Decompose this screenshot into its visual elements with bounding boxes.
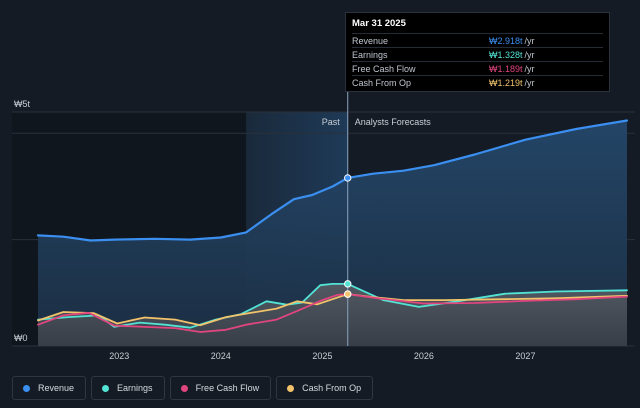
earnings-marker — [344, 280, 352, 288]
tooltip-value: ₩1.219t — [489, 77, 523, 88]
x-tick-label: 2026 — [414, 351, 434, 361]
tooltip-label: Cash From Op — [352, 77, 412, 88]
tooltip-unit: /yr — [524, 77, 535, 88]
revenue-area — [38, 120, 627, 346]
tooltip-value: ₩2.918t — [489, 35, 523, 46]
legend-label: Earnings — [117, 383, 153, 393]
tooltip-row-revenue: Revenue ₩2.918t/yr — [352, 33, 603, 47]
legend-free-cash-flow[interactable]: Free Cash Flow — [169, 376, 272, 400]
tooltip-date: Mar 31 2025 — [352, 18, 406, 29]
tooltip: Mar 31 2025 Revenue ₩2.918t/yr Earnings ₩1.… — [345, 12, 610, 92]
earnings-line — [37, 283, 628, 329]
x-tick-label: 2027 — [515, 351, 535, 361]
tooltip-value: ₩1.328t — [489, 49, 523, 60]
tooltip-unit: /yr — [524, 49, 535, 60]
tooltip-label: Earnings — [352, 49, 388, 60]
legend-label: Free Cash Flow — [195, 383, 260, 393]
legend-label: Cash From Op — [302, 383, 362, 393]
revenue-marker — [344, 174, 352, 182]
tooltip-label: Free Cash Flow — [352, 63, 416, 74]
tooltip-label: Revenue — [352, 35, 389, 46]
forecast-label: Analysts Forecasts — [355, 117, 432, 127]
legend-earnings[interactable]: Earnings — [91, 376, 165, 400]
legend-cash-from-op[interactable]: Cash From Op — [276, 376, 374, 400]
chart: Past Analysts Forecasts ₩5t ₩0 2023 2024 20… — [12, 12, 635, 361]
tooltip-row-earnings: Earnings ₩1.328t/yr — [352, 47, 603, 61]
x-tick-label: 2024 — [211, 351, 231, 361]
cash-from-op-marker — [344, 290, 352, 298]
cash-from-op-line — [37, 293, 628, 327]
legend: Revenue Earnings Free Cash Flow Cash From O… — [12, 376, 374, 400]
tooltip-row-cash-from-op: Cash From Op ₩1.219t/yr — [352, 75, 603, 89]
tooltip-unit: /yr — [524, 35, 535, 46]
revenue-line — [36, 119, 629, 242]
free-cash-flow-line — [37, 293, 628, 333]
x-tick-label: 2025 — [312, 351, 332, 361]
tooltip-row-free-cash-flow: Free Cash Flow ₩1.189t/yr — [352, 61, 603, 75]
legend-revenue[interactable]: Revenue — [12, 376, 87, 400]
legend-label: Revenue — [38, 383, 75, 393]
y-tick-label: ₩5t — [14, 99, 31, 109]
past-label: Past — [322, 117, 341, 127]
legend-dot-icon — [287, 384, 295, 392]
legend-dot-icon — [102, 384, 110, 392]
tooltip-unit: /yr — [524, 63, 535, 74]
legend-dot-icon — [23, 384, 30, 392]
x-tick-label: 2023 — [109, 351, 129, 361]
y-tick-label: ₩0 — [14, 333, 28, 343]
tooltip-value: ₩1.189t — [489, 63, 523, 74]
legend-dot-icon — [180, 384, 188, 392]
